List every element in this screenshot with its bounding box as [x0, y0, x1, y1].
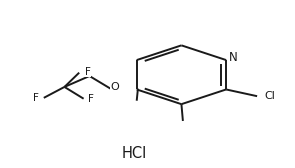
Text: O: O [110, 82, 119, 92]
Text: N: N [228, 51, 237, 64]
Text: HCl: HCl [122, 146, 147, 161]
Text: F: F [84, 67, 90, 77]
Text: F: F [88, 94, 94, 104]
Text: F: F [33, 93, 39, 103]
Text: Cl: Cl [265, 91, 275, 101]
